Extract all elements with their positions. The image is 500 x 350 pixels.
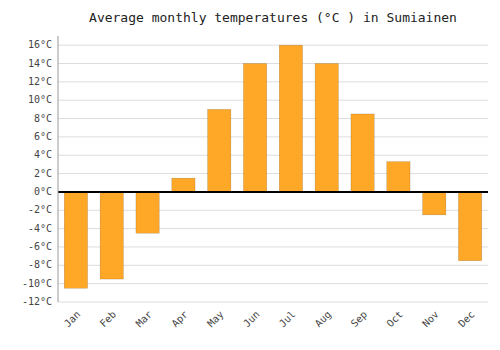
grid — [58, 45, 488, 302]
bar — [279, 45, 302, 192]
y-axis: -12°C -10°C -8°C -6°C -4°C -2°C 0°C 2°C 4°C 6°C 8°… — [22, 39, 52, 307]
bar — [208, 109, 231, 192]
y-tick-label: -2°C — [28, 204, 52, 215]
bar — [172, 178, 195, 192]
grid-line — [58, 191, 488, 192]
bar — [315, 64, 338, 192]
bar — [458, 192, 481, 261]
y-tick-label: 12°C — [28, 76, 52, 87]
y-tick-label: -6°C — [28, 241, 52, 252]
y-tick-label: -12°C — [22, 296, 52, 307]
y-tick-label: -4°C — [28, 223, 52, 234]
y-tick-label: 4°C — [34, 149, 52, 160]
y-tick-label: 10°C — [28, 94, 52, 105]
bar — [423, 192, 446, 215]
x-tick-label: Aug — [313, 309, 334, 330]
grid-line — [58, 81, 488, 82]
grid-line — [58, 118, 488, 119]
y-tick-label: 8°C — [34, 113, 52, 124]
bar — [243, 64, 266, 192]
grid-line — [58, 173, 488, 174]
y-tick-label: -8°C — [28, 259, 52, 270]
y-axis-line — [58, 36, 59, 302]
zero-line — [58, 191, 488, 193]
grid-line — [58, 45, 488, 46]
x-tick-label: Dec — [456, 309, 477, 330]
y-tick-label: 16°C — [28, 39, 52, 50]
grid-line — [58, 100, 488, 101]
bar — [387, 162, 410, 192]
y-tick-label: -10°C — [22, 278, 52, 289]
x-tick-label: Apr — [169, 309, 190, 330]
grid-line — [58, 283, 488, 284]
x-tick-label: Jul — [277, 309, 298, 330]
y-tick-label: 14°C — [28, 58, 52, 69]
chart: Average monthly temperatures (°C ) in Su… — [0, 0, 500, 350]
x-tick-label: Oct — [384, 309, 405, 330]
x-tick-label: Feb — [98, 309, 119, 330]
chart-container: Average monthly temperatures (°C ) in Su… — [0, 0, 500, 350]
grid-line — [58, 63, 488, 64]
x-tick-label: Mar — [134, 309, 155, 330]
grid-line — [58, 155, 488, 156]
bars — [64, 45, 481, 288]
x-tick-label: Jun — [241, 309, 262, 330]
y-tick-label: 0°C — [34, 186, 52, 197]
x-tick-label: May — [205, 309, 226, 330]
x-tick-label: Jan — [62, 309, 83, 330]
y-tick-label: 6°C — [34, 131, 52, 142]
x-tick-label: Sep — [349, 309, 370, 330]
title: Average monthly temperatures (°C ) in Su… — [89, 10, 457, 25]
grid-line — [58, 302, 488, 303]
y-tick-label: 2°C — [34, 168, 52, 179]
x-tick-label: Nov — [420, 309, 441, 330]
bar — [64, 192, 87, 288]
bar — [136, 192, 159, 233]
grid-line — [58, 136, 488, 137]
bar — [100, 192, 123, 279]
bar — [351, 114, 374, 192]
x-axis: Jan Feb Mar Apr May Jun Jul Aug Sep Oct Nov Dec — [62, 309, 477, 330]
